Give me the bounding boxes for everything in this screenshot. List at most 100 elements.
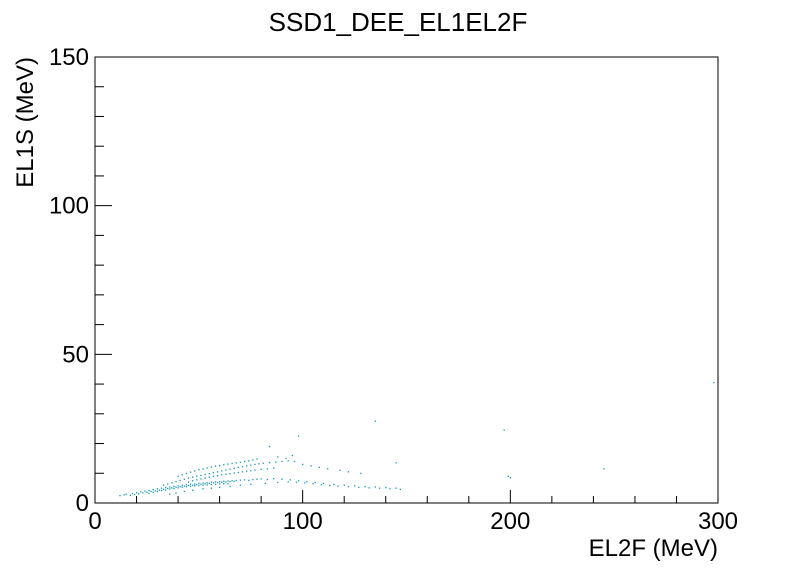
data-point	[235, 462, 237, 464]
plot-frame	[94, 56, 719, 504]
data-point	[358, 486, 360, 488]
data-point	[156, 488, 158, 490]
data-point	[343, 484, 345, 486]
data-point	[192, 480, 194, 482]
data-point	[212, 482, 215, 484]
data-point	[167, 487, 169, 490]
data-point	[227, 463, 229, 465]
data-point	[165, 489, 167, 491]
data-point	[158, 489, 161, 491]
data-point	[229, 472, 231, 475]
data-point	[171, 482, 173, 484]
data-point	[395, 462, 397, 464]
data-point	[378, 487, 381, 489]
data-point	[233, 472, 235, 474]
data-point	[239, 484, 242, 486]
data-point	[162, 488, 165, 491]
y-tick-label: 100	[49, 193, 89, 220]
data-point	[507, 475, 509, 477]
data-point	[223, 464, 225, 466]
data-point	[194, 485, 196, 487]
data-point	[227, 483, 229, 485]
data-point	[206, 484, 208, 486]
data-point	[243, 460, 246, 463]
axis-ticks	[94, 56, 719, 504]
data-point	[233, 467, 235, 469]
data-point	[221, 470, 223, 472]
data-point	[154, 490, 156, 492]
data-point	[219, 483, 221, 485]
data-point	[177, 487, 179, 489]
data-point	[221, 481, 223, 483]
data-point	[210, 487, 212, 489]
data-point	[320, 483, 323, 486]
data-point	[310, 465, 312, 467]
data-point	[129, 494, 132, 496]
data-point	[165, 486, 167, 489]
data-point	[295, 481, 298, 483]
y-tick-label: 150	[49, 44, 89, 71]
data-point	[353, 485, 356, 487]
data-point	[192, 484, 194, 486]
data-point	[277, 456, 279, 458]
data-point	[326, 468, 329, 470]
data-point	[231, 480, 233, 482]
data-point	[243, 479, 246, 481]
data-point	[131, 492, 134, 495]
data-point	[148, 492, 150, 495]
data-point	[245, 470, 248, 472]
data-point	[212, 472, 215, 474]
data-point	[152, 491, 154, 493]
data-point	[208, 476, 210, 478]
data-point	[241, 471, 244, 473]
data-point	[148, 489, 150, 492]
data-point	[287, 460, 289, 462]
data-point	[229, 485, 231, 488]
data-point	[277, 481, 279, 484]
data-point	[216, 481, 219, 484]
data-point	[183, 485, 185, 487]
data-point	[347, 486, 350, 488]
data-point	[266, 468, 269, 470]
data-point	[509, 477, 512, 479]
data-point	[219, 486, 221, 488]
data-point	[291, 454, 293, 457]
data-point	[223, 480, 225, 482]
data-point	[204, 477, 206, 479]
data-point	[250, 483, 252, 485]
data-point	[146, 491, 148, 493]
data-point	[214, 483, 217, 485]
chart-title: SSD1_DEE_EL1EL2F	[269, 7, 528, 37]
data-point	[329, 484, 331, 487]
data-point	[198, 484, 200, 487]
data-point	[210, 483, 212, 486]
data-point	[241, 466, 244, 468]
data-point	[179, 486, 181, 488]
data-point	[216, 471, 219, 473]
x-tick-labels: 0 100 200 300	[88, 508, 738, 535]
y-tick-label: 50	[62, 341, 89, 368]
data-point	[275, 461, 277, 463]
data-point	[202, 482, 204, 484]
data-point	[198, 469, 200, 471]
data-point	[200, 483, 202, 485]
data-point	[204, 473, 206, 476]
data-point	[262, 462, 264, 464]
data-point	[389, 488, 391, 490]
data-point	[254, 463, 256, 466]
data-point	[150, 490, 152, 493]
data-point	[347, 471, 350, 473]
data-point	[167, 483, 169, 485]
x-tick-label: 100	[283, 508, 323, 535]
data-point	[196, 475, 198, 477]
data-point	[272, 467, 275, 469]
data-point	[289, 479, 291, 481]
data-point	[206, 467, 208, 469]
data-point	[314, 481, 316, 484]
data-point	[219, 480, 221, 483]
data-point	[333, 483, 335, 485]
data-point	[237, 471, 239, 474]
data-point	[364, 486, 366, 488]
data-point	[237, 466, 239, 469]
